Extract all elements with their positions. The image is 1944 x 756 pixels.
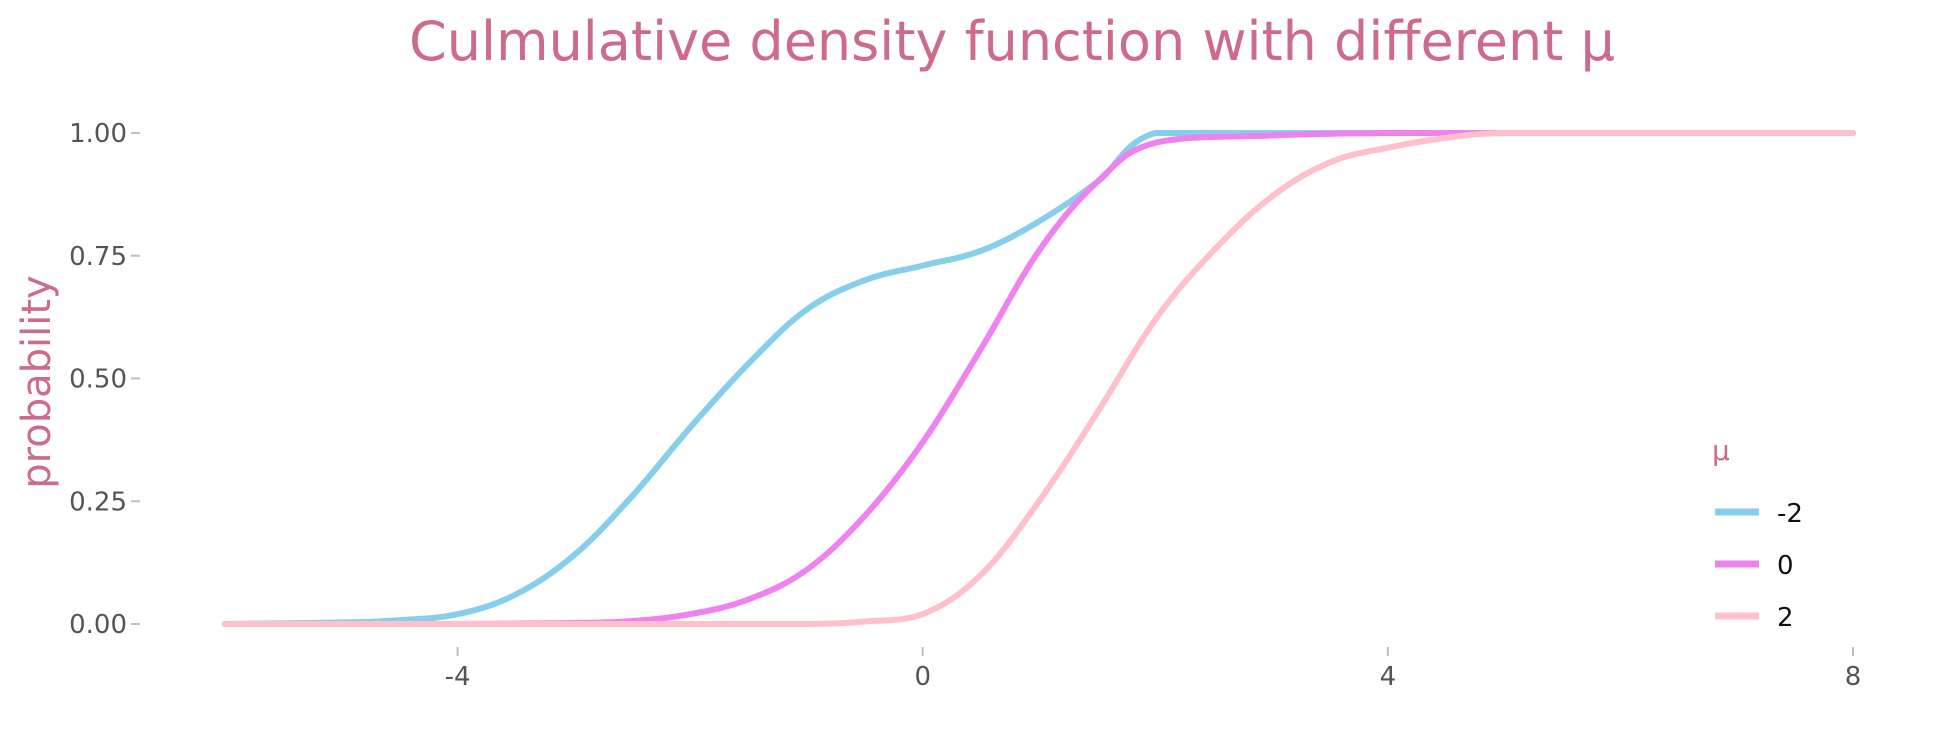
series-layer — [222, 129, 1856, 628]
legend-label: -2 — [1777, 499, 1803, 529]
y-axis: 0.00 0.25 0.50 0.75 1.00 — [69, 119, 140, 640]
y-tick-label: 0.25 — [69, 487, 127, 517]
series-line-mu--2 — [222, 129, 1856, 627]
x-tick-label: 0 — [914, 662, 931, 692]
legend-title: μ — [1712, 434, 1730, 467]
chart-title: Culmulative density function with differ… — [409, 10, 1615, 73]
series-line-mu-2 — [222, 129, 1856, 628]
y-tick-label: 0.50 — [69, 365, 127, 395]
y-tick-label: 0.75 — [69, 242, 127, 272]
legend-label: 0 — [1777, 551, 1794, 581]
series-line-mu-0 — [222, 129, 1856, 627]
y-tick-label: 1.00 — [69, 119, 127, 149]
y-tick-label: 0.00 — [69, 610, 127, 640]
x-tick-label: -4 — [445, 662, 471, 692]
legend: μ -2 0 2 — [1712, 434, 1803, 633]
legend-label: 2 — [1777, 603, 1794, 633]
x-axis: -4 0 4 8 — [445, 647, 1862, 692]
x-tick-label: 4 — [1380, 662, 1397, 692]
x-tick-label: 8 — [1845, 662, 1862, 692]
y-axis-label: probability — [14, 275, 60, 488]
